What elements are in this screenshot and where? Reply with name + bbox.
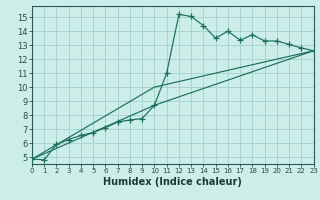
X-axis label: Humidex (Indice chaleur): Humidex (Indice chaleur)	[103, 177, 242, 187]
